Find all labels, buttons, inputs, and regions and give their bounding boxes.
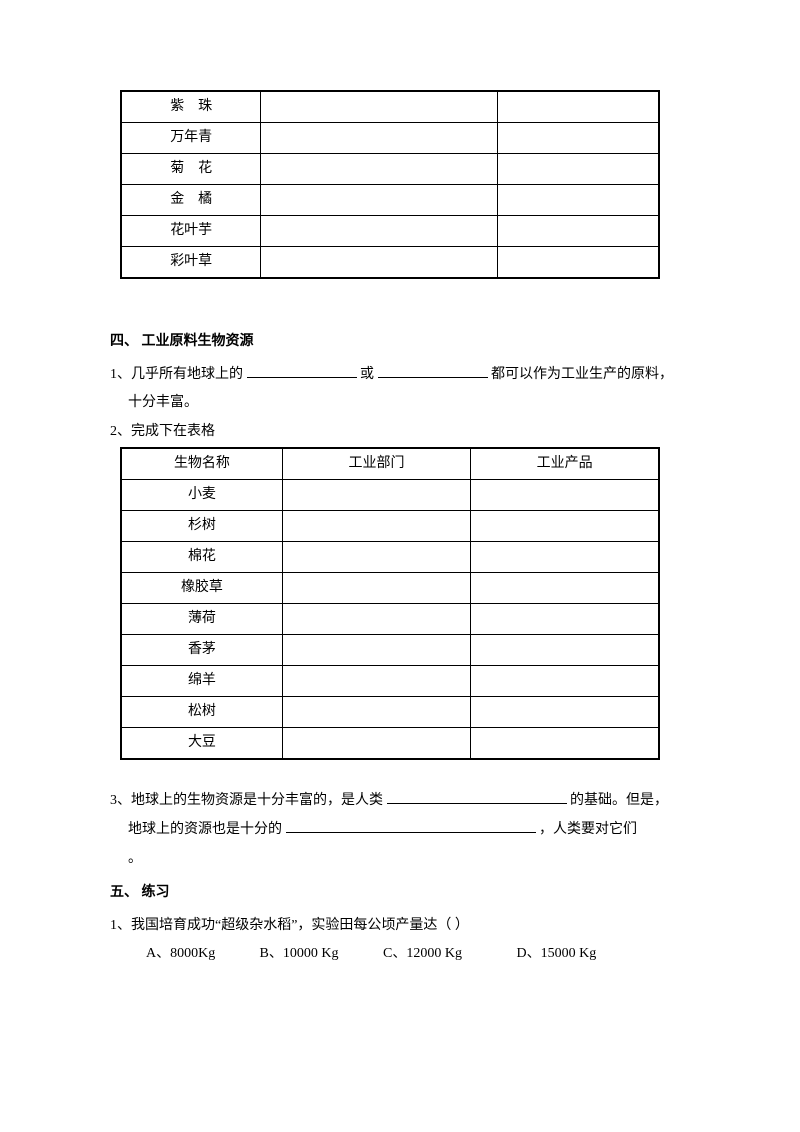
cell	[282, 573, 470, 604]
cell	[282, 480, 470, 511]
cell: 棉花	[121, 542, 282, 573]
cell	[282, 542, 470, 573]
option-d[interactable]: D、15000 Kg	[517, 941, 637, 968]
cell: 彩叶草	[121, 247, 261, 279]
table-row: 大豆	[121, 728, 659, 760]
table-row: 花叶芋	[121, 216, 659, 247]
cell: 香茅	[121, 635, 282, 666]
cell: 紫 珠	[121, 91, 261, 123]
cell: 菊 花	[121, 154, 261, 185]
table-plants: 紫 珠 万年青 菊 花 金 橘 花叶芋	[120, 90, 660, 279]
q1-line2: 十分丰富。	[110, 390, 690, 417]
q3-line1: 3、地球上的生物资源是十分丰富的，是人类 的基础。但是，	[110, 788, 690, 815]
cell	[471, 511, 659, 542]
table-row: 金 橘	[121, 185, 659, 216]
cell: 大豆	[121, 728, 282, 760]
cell	[282, 511, 470, 542]
cell	[261, 247, 498, 279]
cell	[261, 185, 498, 216]
cell	[282, 666, 470, 697]
option-b[interactable]: B、10000 Kg	[260, 941, 380, 968]
q3-line3: 。	[110, 846, 690, 873]
cell	[282, 697, 470, 728]
s5-q1-options: A、8000Kg B、10000 Kg C、12000 Kg D、15000 K…	[110, 941, 690, 968]
cell: 绵羊	[121, 666, 282, 697]
cell: 万年青	[121, 123, 261, 154]
blank[interactable]	[387, 789, 567, 804]
table-row: 杉树	[121, 511, 659, 542]
cell	[471, 666, 659, 697]
cell	[498, 247, 659, 279]
option-a[interactable]: A、8000Kg	[146, 941, 256, 968]
q1-line1: 1、几乎所有地球上的 或 都可以作为工业生产的原料，	[110, 362, 690, 389]
cell	[498, 154, 659, 185]
text: 的基础。但是，	[570, 793, 668, 808]
table-row: 香茅	[121, 635, 659, 666]
header-cell: 工业产品	[471, 448, 659, 480]
table-row: 紫 珠	[121, 91, 659, 123]
text: 都可以作为工业生产的原料，	[491, 367, 673, 382]
blank[interactable]	[247, 363, 357, 378]
cell	[282, 728, 470, 760]
cell: 花叶芋	[121, 216, 261, 247]
cell	[498, 123, 659, 154]
cell	[471, 480, 659, 511]
header-cell: 生物名称	[121, 448, 282, 480]
cell: 杉树	[121, 511, 282, 542]
cell	[471, 728, 659, 760]
table-row: 小麦	[121, 480, 659, 511]
blank[interactable]	[286, 818, 536, 833]
cell	[471, 604, 659, 635]
table-header-row: 生物名称 工业部门 工业产品	[121, 448, 659, 480]
table-row: 绵羊	[121, 666, 659, 697]
q2-line: 2、完成下在表格	[110, 419, 690, 446]
text: 地球上的资源也是十分的	[128, 822, 282, 837]
text: 1、几乎所有地球上的	[110, 367, 243, 382]
section-4-title: 四、 工业原料生物资源	[110, 329, 690, 356]
header-cell: 工业部门	[282, 448, 470, 480]
q3-line2: 地球上的资源也是十分的 ，人类要对它们	[110, 817, 690, 844]
cell: 薄荷	[121, 604, 282, 635]
cell	[261, 154, 498, 185]
option-c[interactable]: C、12000 Kg	[383, 941, 513, 968]
cell	[498, 91, 659, 123]
cell	[471, 573, 659, 604]
text: 3、地球上的生物资源是十分丰富的，是人类	[110, 793, 383, 808]
cell	[282, 635, 470, 666]
table-row: 彩叶草	[121, 247, 659, 279]
cell	[282, 604, 470, 635]
cell	[261, 91, 498, 123]
cell: 金 橘	[121, 185, 261, 216]
table-industry: 生物名称 工业部门 工业产品 小麦 杉树 棉花 橡胶草	[120, 447, 660, 760]
table-row: 薄荷	[121, 604, 659, 635]
cell	[261, 123, 498, 154]
text: ，人类要对它们	[539, 822, 637, 837]
table-row: 棉花	[121, 542, 659, 573]
text: 或	[360, 367, 374, 382]
table-row: 菊 花	[121, 154, 659, 185]
cell	[261, 216, 498, 247]
cell: 小麦	[121, 480, 282, 511]
cell	[471, 697, 659, 728]
table-row: 万年青	[121, 123, 659, 154]
table-row: 松树	[121, 697, 659, 728]
cell	[471, 542, 659, 573]
cell: 橡胶草	[121, 573, 282, 604]
section-5-title: 五、 练习	[110, 880, 690, 907]
cell	[498, 185, 659, 216]
blank[interactable]	[378, 363, 488, 378]
cell	[498, 216, 659, 247]
cell: 松树	[121, 697, 282, 728]
table-row: 橡胶草	[121, 573, 659, 604]
page: 紫 珠 万年青 菊 花 金 橘 花叶芋	[0, 0, 800, 1132]
s5-q1: 1、我国培育成功“超级杂水稻”，实验田每公顷产量达（ ）	[110, 913, 690, 940]
cell	[471, 635, 659, 666]
